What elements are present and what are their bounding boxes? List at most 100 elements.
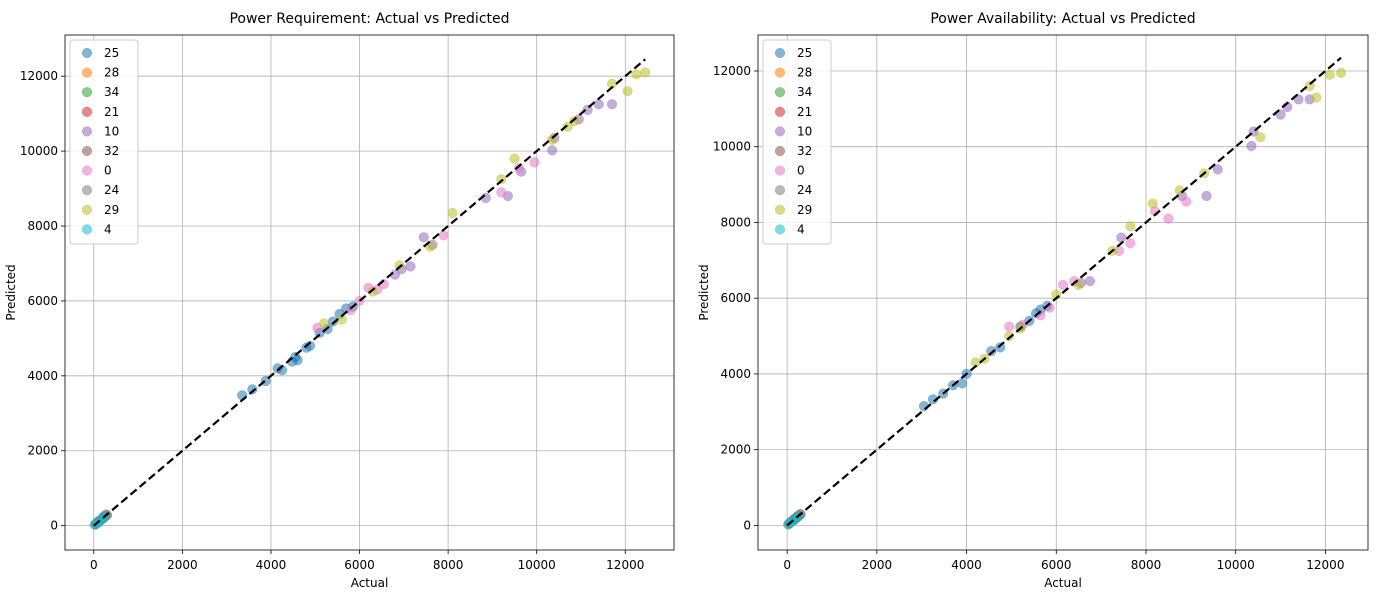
legend-marker [774,165,786,176]
y-tick-label: 8000 [27,219,58,233]
legend-label: 25 [797,46,812,60]
legend-marker [81,204,93,215]
legend-marker [81,47,93,59]
scatter-point [1004,321,1015,332]
legend-marker [774,106,786,117]
scatter-point [394,260,405,271]
scatter-point [447,207,458,218]
scatter-point [1255,132,1266,143]
legend-label: 29 [104,203,119,217]
y-tick-label: 10000 [713,140,751,154]
scatter-point [1163,213,1174,224]
scatter-point [1336,67,1347,78]
legend-marker [81,224,93,235]
x-tick-label: 10000 [518,558,556,572]
scatter-point [986,346,997,357]
legend-marker [774,185,786,196]
scatter-point [640,67,651,78]
chart-title: Power Requirement: Actual vs Predicted [229,11,509,27]
scatter-point [631,69,642,80]
scatter-point [547,134,558,145]
legend-marker [81,165,93,176]
legend-marker [774,145,786,157]
legend-label: 21 [104,105,119,119]
scatter-point [292,355,303,366]
legend-label: 28 [104,66,119,80]
x-tick-label: 8000 [1131,558,1162,572]
legend-marker [774,87,786,98]
legend-label: 24 [104,183,119,197]
y-tick-label: 4000 [27,369,58,383]
x-tick-label: 0 [783,558,791,572]
scatter-point [606,99,618,110]
scatter-point [438,230,449,241]
scatter-point [1125,238,1136,249]
scatter-point [569,116,580,127]
y-axis-label: Predicted [4,264,18,320]
scatter-point [509,153,520,164]
y-tick-label: 0 [743,518,751,532]
x-tick-label: 12000 [606,558,644,572]
chart-panel-1: 0 2000 4000 6000 8000 10000 12000 0 2000 4000 6000… [4,11,675,590]
scatter-point [1181,196,1192,207]
legend-label: 24 [797,183,812,197]
x-axis-label: Actual [351,576,389,590]
x-tick-label: 0 [90,558,98,572]
legend-marker [81,106,93,117]
scatter-point [1057,279,1069,290]
scatter-point [496,187,507,198]
y-tick-label: 4000 [720,367,751,381]
scatter-point [622,86,633,97]
x-axis-label: Actual [1044,576,1082,590]
y-tick-label: 6000 [27,294,58,308]
scatter-point [418,232,429,243]
scatter-point [319,318,330,329]
legend-label: 4 [104,222,112,236]
legend-label: 32 [797,144,812,158]
legend-label: 29 [797,203,812,217]
x-tick-label: 6000 [1041,558,1072,572]
identity-reference-line [786,56,1342,527]
x-tick-label: 10000 [1217,558,1255,572]
scatter-point [1212,164,1223,175]
legend-marker [774,204,786,215]
y-tick-label: 2000 [720,443,751,457]
axes-frame [64,34,675,551]
scatter-point [405,261,416,272]
legend-marker [81,126,93,137]
y-tick-label: 6000 [720,291,751,305]
scatter-point [1084,276,1095,287]
scatter-point [247,384,258,395]
axes-frame [757,34,1369,551]
scatter-point [496,174,507,185]
y-tick-label: 8000 [720,215,751,229]
legend-label: 34 [104,85,119,99]
scatter-point [593,99,604,110]
chart-panel-2: 0 2000 4000 6000 8000 10000 12000 0 2000 4000 6000… [697,11,1369,590]
scatter-point [957,378,968,389]
scatter-point [1324,69,1335,80]
legend-marker [81,67,93,78]
y-tick-label: 10000 [20,144,58,158]
scatter-point [367,286,378,297]
scatter-point [582,104,593,115]
legend-marker [774,224,786,235]
scatter-point [1311,92,1322,103]
legend-label: 10 [797,124,812,138]
scatter-point [529,157,540,168]
scatter-point [1147,198,1158,209]
legend-label: 21 [797,105,812,119]
legend-label: 10 [104,124,119,138]
scatter-point [1201,190,1212,201]
y-tick-label: 2000 [27,444,58,458]
legend-marker [774,126,786,137]
legend-label: 0 [797,164,805,178]
legend-label: 32 [104,144,119,158]
scatter-point [1304,81,1315,92]
legend-marker [774,47,786,59]
identity-reference-line [93,58,646,527]
scatter-point [1116,232,1127,243]
legend-label: 28 [797,66,812,80]
y-axis-label: Predicted [697,264,711,320]
